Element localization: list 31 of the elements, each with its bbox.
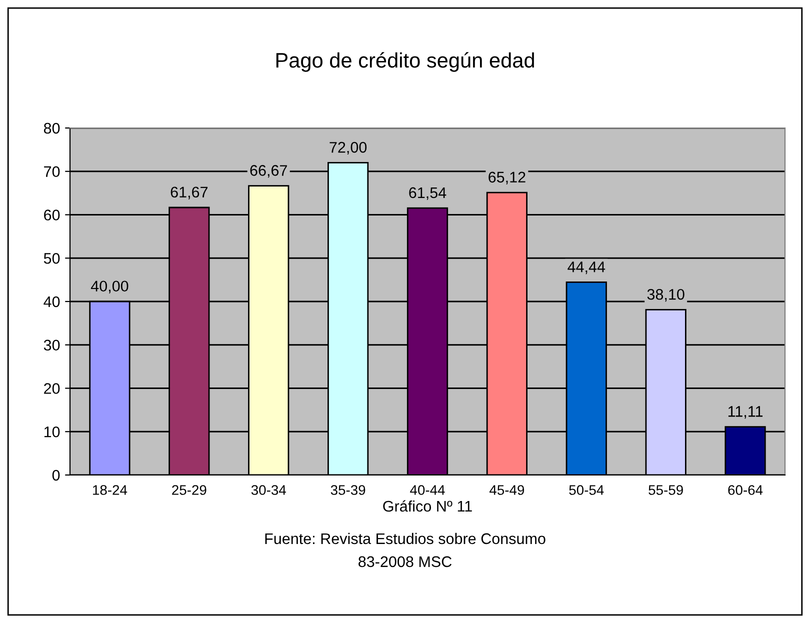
x-tick-label: 25-29 <box>172 485 206 495</box>
x-tick-label: 50-54 <box>569 485 604 495</box>
data-label: 66,67 <box>250 165 287 178</box>
data-label: 72,00 <box>330 142 367 155</box>
text: 83-2008 MSC <box>358 556 452 568</box>
data-label: 61,54 <box>409 187 446 200</box>
x-tick-label: 35-39 <box>330 485 366 495</box>
y-tick-label: 20 <box>44 383 60 394</box>
data-label: 40,00 <box>90 280 128 294</box>
x-tick-label: 60-64 <box>728 485 763 495</box>
y-tick-label: 30 <box>44 340 60 351</box>
y-tick-label: 60 <box>44 210 60 220</box>
chart-title: Pago de crédito según edad <box>276 52 534 72</box>
y-tick-label: 80 <box>44 122 60 134</box>
source-note: Fuente: Revista Estudios sobre Consumo <box>265 532 546 544</box>
x-axis-title: Gráfico Nº 11 <box>383 500 472 512</box>
data-label: 11,11 <box>728 406 763 419</box>
data-label: 38,10 <box>647 288 684 302</box>
data-label: 61,67 <box>170 186 208 200</box>
y-tick-label: 50 <box>44 252 60 264</box>
y-tick-label: 10 <box>44 426 60 438</box>
x-tick-label: 45-49 <box>490 485 524 495</box>
x-tick-label: 30-34 <box>251 485 286 495</box>
y-tick-label: 70 <box>44 166 60 178</box>
x-tick-label: 40-44 <box>410 485 445 495</box>
data-label: 44,44 <box>568 262 606 274</box>
y-tick-label: 0 <box>52 470 60 481</box>
x-tick-label: 55-59 <box>648 485 683 495</box>
data-label: 65,12 <box>488 172 526 184</box>
x-tick-label: 18-24 <box>93 485 128 495</box>
y-tick-label: 40 <box>44 296 60 308</box>
